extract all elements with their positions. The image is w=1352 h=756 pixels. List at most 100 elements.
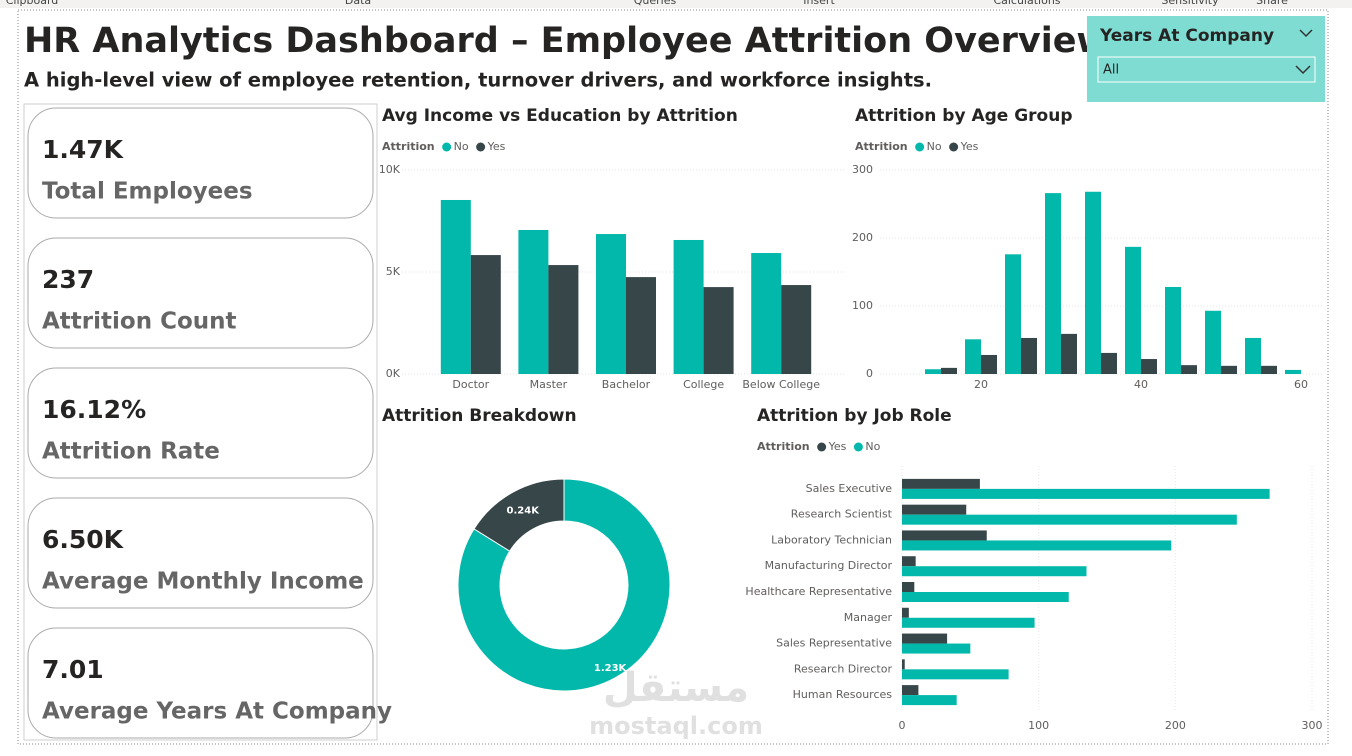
y-tick-label: Manufacturing Director	[765, 559, 893, 572]
bar	[902, 592, 1069, 602]
legend-marker	[949, 142, 959, 152]
legend-label: No	[454, 140, 469, 153]
bar	[902, 514, 1237, 525]
bar	[626, 277, 656, 374]
y-tick-label: Laboratory Technician	[771, 533, 892, 546]
kpi-value: 1.47K	[42, 135, 125, 164]
bar	[1101, 352, 1117, 374]
dropdown-chevron[interactable]	[1295, 65, 1311, 75]
kpi-label: Average Monthly Income	[42, 569, 364, 595]
ribbon-tab: Share	[1256, 0, 1288, 7]
ribbon-tab: Clipboard	[6, 0, 59, 7]
slicer[interactable]	[1087, 16, 1325, 102]
watermark: مستقل	[603, 665, 749, 711]
legend-label: Yes	[960, 140, 979, 153]
bar	[941, 367, 957, 374]
bar	[1205, 310, 1221, 374]
kpi-label: Attrition Count	[42, 309, 237, 335]
bar	[902, 540, 1172, 551]
legend-marker	[442, 142, 452, 152]
bar	[703, 287, 734, 374]
bar	[1181, 365, 1197, 374]
chart-title: Avg Income vs Education by Attrition	[382, 106, 738, 126]
legend-marker	[853, 442, 863, 452]
bar	[470, 255, 501, 374]
bar	[1141, 359, 1157, 374]
kpi-value: 237	[42, 265, 94, 294]
x-tick-label: 0	[899, 719, 906, 732]
ribbon-tab: Calculations	[993, 0, 1060, 7]
kpi-card	[27, 107, 374, 219]
chart-title: Attrition Breakdown	[382, 406, 577, 426]
kpi-card	[27, 627, 374, 739]
bar	[1285, 369, 1301, 374]
x-tick-label: 300	[1302, 719, 1323, 732]
bar	[1061, 333, 1077, 374]
legend-label: Yes	[828, 440, 847, 453]
slicer-dropdown[interactable]	[1097, 56, 1316, 83]
bar	[1245, 337, 1261, 374]
bar	[902, 607, 909, 618]
data-label: 0.24K	[507, 506, 541, 517]
bar	[751, 253, 782, 374]
slicer-chevron[interactable]	[1299, 29, 1313, 38]
slicer-title: Years At Company	[1099, 26, 1274, 46]
x-tick-label: 20	[974, 378, 988, 391]
bar	[902, 488, 1270, 499]
bar	[781, 285, 812, 374]
bar	[548, 265, 579, 374]
bar	[902, 643, 971, 654]
bar	[902, 566, 1087, 577]
x-tick-label: Bachelor	[602, 378, 651, 391]
donut-slice	[457, 478, 671, 692]
bar	[902, 556, 916, 567]
x-tick-label: 60	[1294, 378, 1308, 391]
legend-marker	[476, 142, 486, 152]
x-tick-label: 200	[1165, 719, 1186, 732]
data-label: 1.23K	[594, 663, 628, 674]
bar	[1261, 365, 1277, 374]
dashboard-title: HR Analytics Dashboard – Employee Attrit…	[24, 21, 1109, 61]
legend-title: Attrition	[855, 140, 908, 153]
canvas-border	[17, 9, 1329, 745]
x-tick-label: Doctor	[452, 378, 489, 391]
legend-marker	[817, 442, 827, 452]
bar	[902, 478, 980, 489]
bar	[902, 695, 957, 706]
kpi-label: Average Years At Company	[42, 699, 392, 725]
legend-label: No	[927, 140, 942, 153]
y-tick-label: Sales Representative	[776, 637, 892, 650]
legend-label: Yes	[487, 140, 506, 153]
bar	[902, 659, 905, 670]
ribbon-bar	[0, 0, 1352, 8]
kpi-card	[27, 497, 374, 609]
bar	[902, 504, 967, 515]
bar	[1125, 246, 1141, 374]
y-tick-label: 0	[866, 367, 873, 380]
legend-title: Attrition	[757, 440, 810, 453]
bar	[518, 229, 549, 374]
ribbon-tab: Sensitivity	[1161, 0, 1219, 7]
kpi-value: 6.50K	[42, 525, 125, 554]
kpi-panel	[23, 103, 378, 741]
kpi-label: Attrition Rate	[42, 439, 220, 465]
y-tick-label: 100	[852, 299, 873, 312]
x-tick-label: 100	[1028, 719, 1049, 732]
bar	[1021, 337, 1037, 374]
kpi-card	[27, 237, 374, 349]
slicer-value[interactable]: All	[1103, 63, 1119, 78]
legend-label: No	[865, 440, 880, 453]
kpi-card	[27, 367, 374, 479]
y-tick-label: 5K	[386, 265, 401, 278]
y-tick-label: Manager	[844, 611, 893, 624]
bar	[902, 530, 987, 541]
y-tick-label: Human Resources	[793, 688, 893, 701]
bar	[902, 617, 1035, 628]
bar	[1165, 286, 1181, 374]
bar	[1045, 193, 1061, 374]
y-tick-label: Sales Executive	[806, 482, 893, 495]
y-tick-label: 0K	[386, 367, 401, 380]
bar	[673, 239, 704, 374]
